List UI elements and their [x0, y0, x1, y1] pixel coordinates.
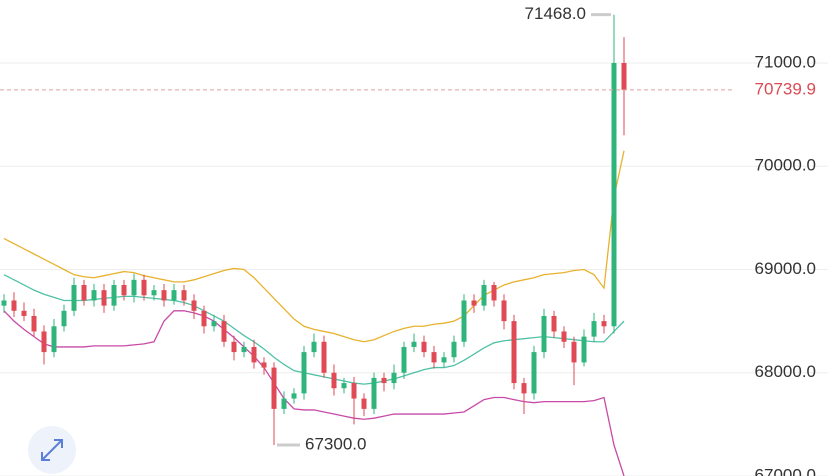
- y-tick-label: 69000.0: [755, 259, 816, 278]
- candle-body: [561, 331, 567, 342]
- candle-body: [391, 372, 397, 384]
- candle-body: [311, 341, 317, 353]
- candle-body: [421, 341, 427, 353]
- candle-body: [91, 290, 97, 301]
- candle-body: [241, 346, 247, 353]
- band-line: [3, 274, 625, 385]
- candle-body: [321, 341, 327, 373]
- candle-body: [251, 346, 257, 363]
- candle-body: [351, 383, 357, 399]
- candle-body: [281, 398, 287, 409]
- candle-body: [441, 357, 447, 363]
- candle-body: [481, 284, 487, 306]
- candle-body: [531, 352, 537, 394]
- candle-body: [471, 300, 477, 306]
- candle-body: [331, 372, 337, 389]
- candle-body: [181, 290, 187, 301]
- candle-body: [201, 310, 207, 327]
- candle-body: [431, 352, 437, 363]
- y-tick-label: 67000.0: [755, 465, 816, 476]
- candle-body: [21, 310, 27, 316]
- y-tick-label: 68000.0: [755, 362, 816, 381]
- candle-body: [581, 336, 587, 363]
- candle-body: [301, 352, 307, 394]
- candle-body: [541, 315, 547, 353]
- candle-body: [11, 300, 17, 311]
- candle-body: [341, 383, 347, 389]
- candle-body: [401, 346, 407, 373]
- candle-body: [1, 300, 7, 306]
- expand-button[interactable]: [28, 426, 76, 474]
- candle-body: [101, 290, 107, 306]
- candle-body: [611, 62, 617, 327]
- candle-body: [61, 310, 67, 327]
- candle-body: [491, 284, 497, 301]
- candle-body: [381, 377, 387, 384]
- max-label: 71468.0: [525, 4, 586, 23]
- candle-body: [371, 377, 377, 409]
- candle-body: [211, 321, 217, 327]
- candle-body: [521, 383, 527, 394]
- candle-body: [151, 290, 157, 296]
- candle-body: [501, 300, 507, 322]
- candle-body: [191, 300, 197, 311]
- candle-body: [591, 321, 597, 337]
- candle-body: [81, 284, 87, 301]
- expand-icon[interactable]: [41, 439, 63, 461]
- candle-body: [71, 284, 77, 311]
- min-label: 67300.0: [305, 435, 366, 454]
- candle-body: [411, 341, 417, 347]
- candle-body: [121, 284, 127, 296]
- candle-body: [41, 331, 47, 353]
- candle-body: [291, 393, 297, 399]
- y-tick-label: 70000.0: [755, 156, 816, 175]
- candle-body: [601, 321, 607, 327]
- candle-body: [571, 341, 577, 363]
- candle-body: [271, 367, 277, 409]
- candle-body: [31, 315, 37, 332]
- candle-body: [621, 62, 627, 90]
- candle-body: [161, 290, 167, 301]
- band-line: [3, 150, 625, 343]
- candle-body: [221, 321, 227, 342]
- last-price-label: 70739.9: [755, 79, 816, 98]
- candle-body: [131, 279, 137, 296]
- candle-body: [461, 300, 467, 342]
- candle-body: [141, 279, 147, 296]
- candle-body: [511, 321, 517, 384]
- candle-body: [551, 315, 557, 332]
- candle-body: [51, 326, 57, 353]
- candle-body: [171, 290, 177, 301]
- candle-body: [231, 341, 237, 353]
- candle-body: [451, 341, 457, 358]
- y-tick-label: 71000.0: [755, 52, 816, 71]
- candle-body: [111, 284, 117, 306]
- candle-body: [261, 362, 267, 368]
- candle-body: [361, 398, 367, 409]
- band-line: [3, 310, 625, 476]
